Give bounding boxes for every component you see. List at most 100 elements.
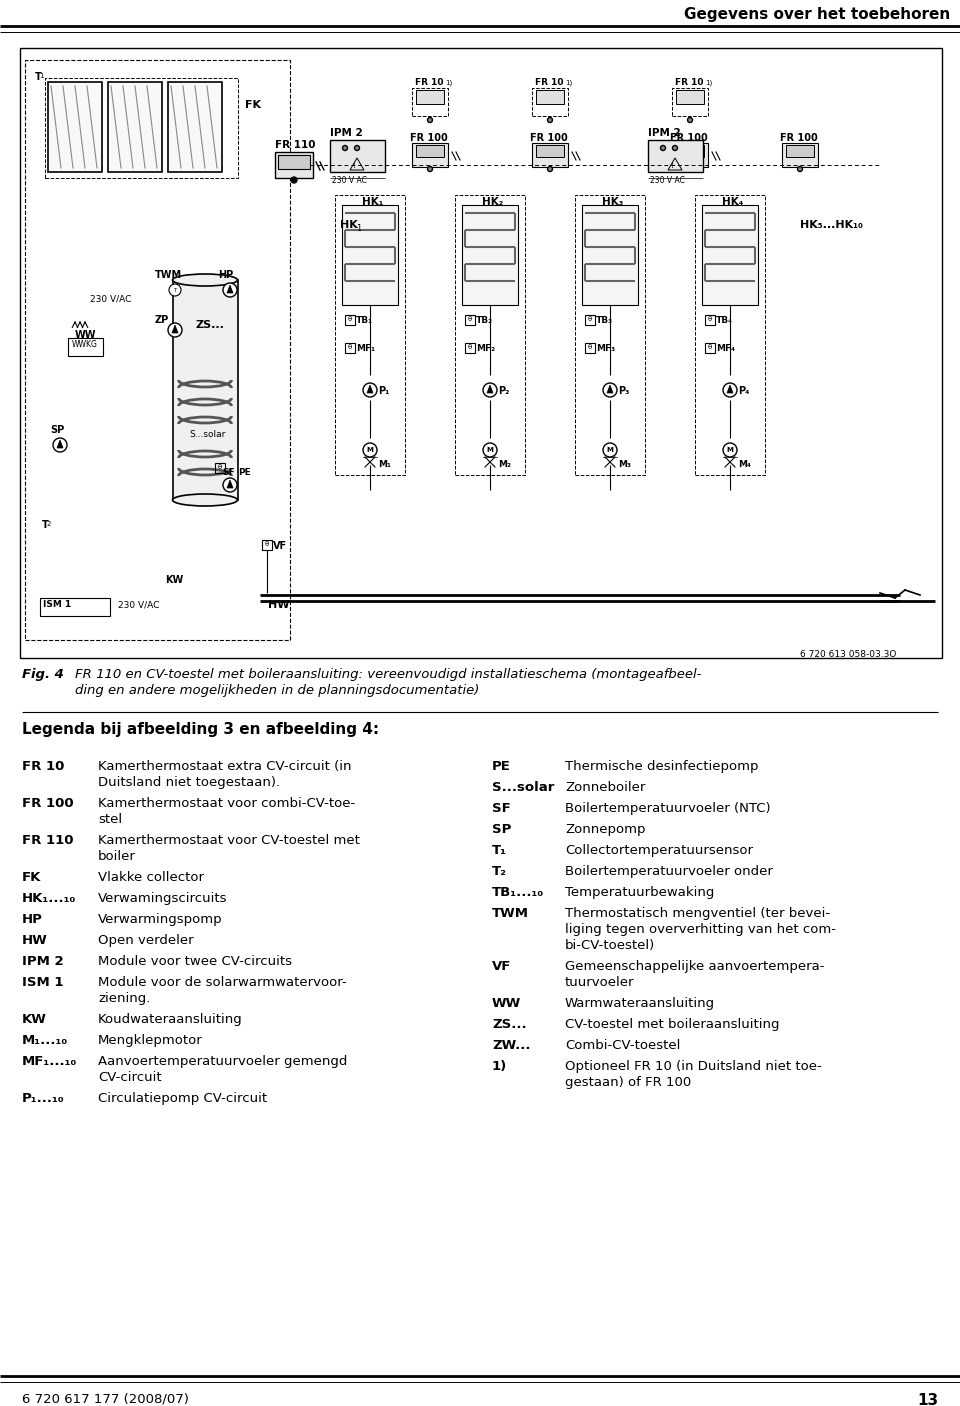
Text: 1: 1 bbox=[356, 224, 361, 233]
Circle shape bbox=[660, 145, 665, 150]
Text: PE: PE bbox=[492, 761, 511, 773]
Bar bbox=[345, 315, 355, 325]
Text: HK₁...₁₀: HK₁...₁₀ bbox=[22, 891, 76, 905]
Bar bbox=[465, 315, 475, 325]
Text: 1): 1) bbox=[705, 80, 712, 87]
Bar bbox=[215, 463, 225, 472]
Bar bbox=[168, 82, 222, 172]
Ellipse shape bbox=[173, 494, 237, 506]
Text: P₃: P₃ bbox=[618, 387, 630, 396]
Text: TB₁: TB₁ bbox=[356, 316, 373, 325]
Text: FR 110 en CV-toestel met boileraansluiting: vereenvoudigd installatieschema (mon: FR 110 en CV-toestel met boileraansluiti… bbox=[75, 668, 702, 681]
Text: M₁...₁₀: M₁...₁₀ bbox=[22, 1033, 68, 1047]
Bar bbox=[40, 598, 110, 616]
Polygon shape bbox=[172, 325, 178, 333]
Text: WWKG: WWKG bbox=[72, 340, 98, 349]
Text: θ: θ bbox=[265, 541, 269, 547]
Text: Kamerthermostaat voor CV-toestel met: Kamerthermostaat voor CV-toestel met bbox=[98, 834, 360, 846]
Text: TB₁...₁₀: TB₁...₁₀ bbox=[492, 886, 544, 898]
Bar bbox=[20, 48, 942, 658]
Text: bi-CV-toestel): bi-CV-toestel) bbox=[565, 939, 656, 952]
Bar bbox=[676, 145, 704, 157]
Text: 1): 1) bbox=[565, 80, 572, 87]
Text: θ: θ bbox=[218, 464, 222, 470]
Text: 230 V AC: 230 V AC bbox=[332, 176, 367, 186]
Circle shape bbox=[363, 443, 377, 457]
Text: θ: θ bbox=[348, 316, 352, 322]
Circle shape bbox=[53, 439, 67, 451]
Bar bbox=[455, 195, 525, 475]
Text: MF₁: MF₁ bbox=[356, 344, 375, 353]
Text: T₂: T₂ bbox=[492, 865, 507, 877]
Text: T: T bbox=[35, 72, 41, 82]
Text: HK₃: HK₃ bbox=[602, 197, 623, 207]
Text: Verwamingscircuits: Verwamingscircuits bbox=[98, 891, 228, 905]
Circle shape bbox=[291, 177, 297, 183]
Text: CV-circuit: CV-circuit bbox=[98, 1071, 161, 1084]
Text: 1: 1 bbox=[39, 73, 43, 79]
Bar bbox=[536, 90, 564, 104]
Bar bbox=[585, 315, 595, 325]
Text: M: M bbox=[607, 447, 613, 453]
Text: HK₂: HK₂ bbox=[482, 197, 503, 207]
Text: 13: 13 bbox=[917, 1393, 938, 1406]
Text: SP: SP bbox=[492, 823, 512, 837]
Text: HK₄: HK₄ bbox=[722, 197, 743, 207]
Text: ding en andere mogelijkheden in de planningsdocumentatie): ding en andere mogelijkheden in de plann… bbox=[75, 683, 479, 697]
Text: T: T bbox=[42, 520, 49, 530]
Text: ISM 1: ISM 1 bbox=[43, 600, 71, 609]
Text: HK: HK bbox=[340, 219, 358, 231]
Text: Kamerthermostaat voor combi-CV-toe-: Kamerthermostaat voor combi-CV-toe- bbox=[98, 797, 355, 810]
Bar bbox=[702, 205, 758, 305]
Text: Verwarmingspomp: Verwarmingspomp bbox=[98, 912, 223, 927]
Text: FR 100: FR 100 bbox=[670, 134, 708, 143]
Text: KW: KW bbox=[22, 1012, 47, 1026]
Text: FR 110: FR 110 bbox=[275, 141, 316, 150]
Text: HK₁: HK₁ bbox=[362, 197, 383, 207]
Text: stel: stel bbox=[98, 813, 122, 825]
Text: θ: θ bbox=[708, 316, 712, 322]
Text: MF₃: MF₃ bbox=[596, 344, 615, 353]
Text: HW: HW bbox=[22, 934, 48, 948]
Bar bbox=[648, 141, 703, 172]
Text: Thermostatisch mengventiel (ter bevei-: Thermostatisch mengventiel (ter bevei- bbox=[565, 907, 830, 920]
Circle shape bbox=[483, 443, 497, 457]
Polygon shape bbox=[727, 385, 733, 394]
Text: Zonneboiler: Zonneboiler bbox=[565, 780, 645, 794]
Text: SP: SP bbox=[50, 425, 64, 434]
Text: !: ! bbox=[671, 163, 673, 169]
Text: HK₅...HK₁₀: HK₅...HK₁₀ bbox=[800, 219, 863, 231]
Text: M₁: M₁ bbox=[378, 460, 391, 470]
Circle shape bbox=[603, 382, 617, 396]
Circle shape bbox=[547, 166, 553, 172]
Text: Mengklepmotor: Mengklepmotor bbox=[98, 1033, 203, 1047]
Text: ZS...: ZS... bbox=[492, 1018, 527, 1031]
Polygon shape bbox=[487, 385, 493, 394]
Polygon shape bbox=[367, 385, 373, 394]
Bar bbox=[262, 540, 272, 550]
Text: FR 10: FR 10 bbox=[22, 761, 64, 773]
Polygon shape bbox=[607, 385, 613, 394]
Text: FR 100: FR 100 bbox=[530, 134, 567, 143]
Text: TWM: TWM bbox=[492, 907, 529, 920]
Text: Zonnepomp: Zonnepomp bbox=[565, 823, 645, 837]
Text: VF: VF bbox=[273, 541, 287, 551]
Text: FR 10: FR 10 bbox=[415, 77, 444, 87]
Text: M₄: M₄ bbox=[738, 460, 751, 470]
Text: Gemeenschappelijke aanvoertempera-: Gemeenschappelijke aanvoertempera- bbox=[565, 960, 825, 973]
Text: 230 V/AC: 230 V/AC bbox=[90, 295, 132, 304]
Text: Koudwateraansluiting: Koudwateraansluiting bbox=[98, 1012, 243, 1026]
Bar bbox=[462, 205, 518, 305]
Text: ZS...: ZS... bbox=[195, 321, 224, 330]
Text: Fig. 4: Fig. 4 bbox=[22, 668, 64, 681]
Text: θ: θ bbox=[588, 316, 592, 322]
Text: TWM: TWM bbox=[155, 270, 182, 280]
Circle shape bbox=[723, 443, 737, 457]
Polygon shape bbox=[227, 479, 233, 488]
Text: M: M bbox=[487, 447, 493, 453]
Circle shape bbox=[363, 382, 377, 396]
Circle shape bbox=[483, 382, 497, 396]
Text: SF: SF bbox=[222, 468, 234, 477]
Text: 230 V AC: 230 V AC bbox=[650, 176, 684, 186]
Text: θ: θ bbox=[588, 344, 592, 350]
